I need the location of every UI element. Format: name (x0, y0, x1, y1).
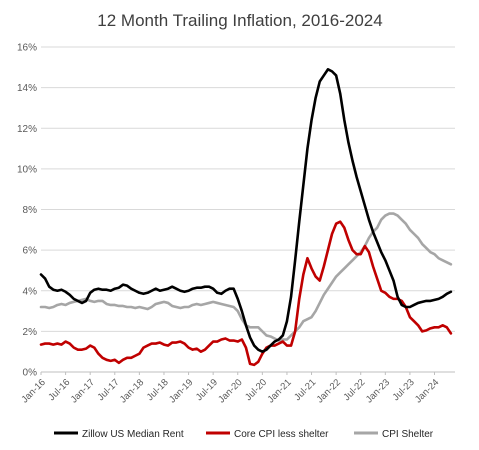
x-tick-label: Jan-23 (364, 377, 392, 405)
x-tick-label: Jan-18 (118, 377, 146, 405)
series-lines (39, 68, 453, 367)
series-line-core-cpi-less-shelter (39, 220, 453, 367)
x-tick-label: Jul-17 (96, 377, 122, 403)
legend-label-cpi-shelter: CPI Shelter (382, 429, 434, 440)
chart-title: 12 Month Trailing Inflation, 2016-2024 (97, 11, 382, 30)
series-line-zillow-us-median-rent (39, 68, 453, 353)
x-tick-label: Jul-16 (46, 377, 72, 403)
y-tick-label: 4% (23, 286, 38, 297)
x-tick-label: Jul-22 (341, 377, 367, 403)
x-tick-label: Jul-18 (145, 377, 171, 403)
x-tick-label: Jul-23 (391, 377, 417, 403)
legend-label-zillow: Zillow US Median Rent (82, 429, 184, 440)
x-tick-label: Jul-20 (243, 377, 269, 403)
x-tick-label: Jul-21 (292, 377, 318, 403)
y-tick-label: 16% (17, 43, 37, 54)
x-tick-label: Jan-22 (315, 377, 343, 405)
y-tick-label: 6% (23, 246, 38, 257)
y-tick-label: 12% (17, 124, 37, 135)
legend: Zillow US Median Rent Core CPI less shel… (54, 429, 434, 440)
y-tick-label: 2% (23, 327, 38, 338)
x-tick-label: Jan-16 (19, 377, 47, 405)
x-axis-tick-labels: Jan-16Jul-16Jan-17Jul-17Jan-18Jul-18Jan-… (19, 372, 441, 405)
x-tick-label: Jan-24 (413, 377, 441, 405)
legend-label-core-cpi: Core CPI less shelter (234, 429, 329, 440)
x-tick-label: Jan-20 (216, 377, 244, 405)
x-tick-label: Jul-19 (194, 377, 220, 403)
y-axis-tick-labels: 0% 2% 4% 6% 8% 10% 12% 14% 16% (17, 43, 37, 379)
y-tick-label: 14% (17, 83, 37, 94)
y-tick-label: 8% (23, 205, 38, 216)
x-tick-label: Jan-21 (265, 377, 293, 405)
y-tick-label: 0% (23, 368, 38, 379)
x-tick-label: Jan-19 (167, 377, 195, 405)
x-tick-label: Jan-17 (69, 377, 97, 405)
y-tick-label: 10% (17, 164, 37, 175)
